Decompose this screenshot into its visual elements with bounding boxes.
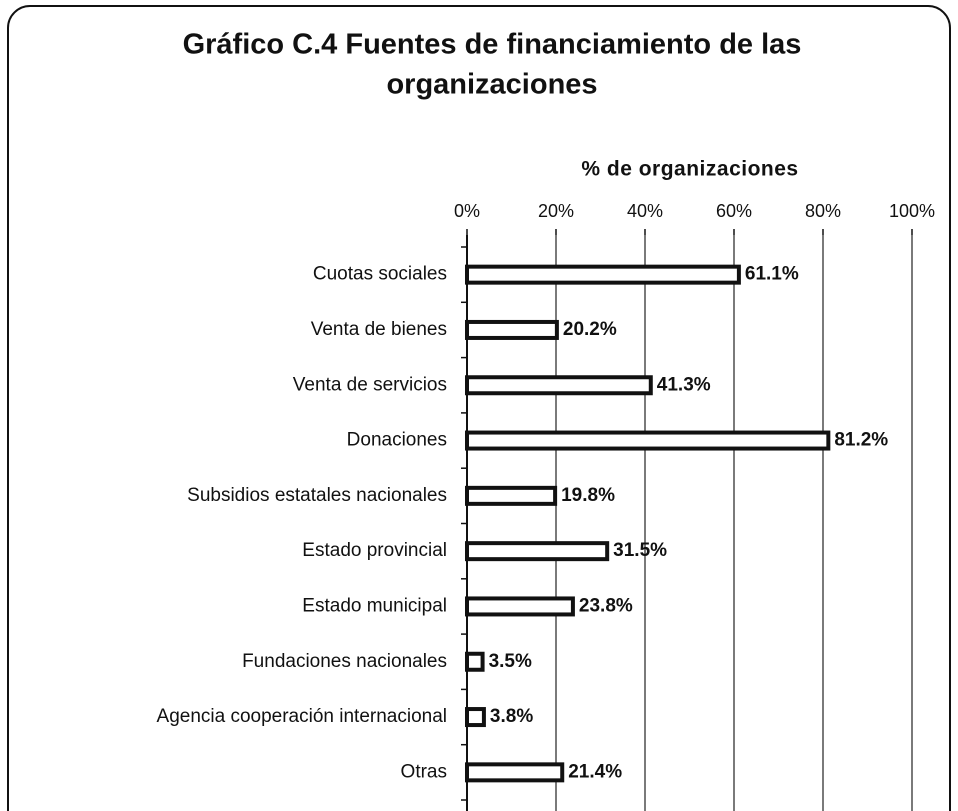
bar bbox=[465, 319, 559, 340]
x-tick-label: 80% bbox=[805, 201, 841, 221]
y-tick-label: Venta de bienes bbox=[311, 319, 447, 340]
bar bbox=[465, 707, 486, 728]
bar bbox=[465, 264, 741, 285]
data-label: 61.1% bbox=[745, 264, 799, 285]
bar bbox=[465, 762, 565, 783]
data-label: 41.3% bbox=[657, 374, 711, 395]
data-label: 21.4% bbox=[568, 761, 622, 782]
y-tick-label: Estado municipal bbox=[302, 595, 447, 616]
bar bbox=[465, 651, 485, 672]
chart-title: organizaciones bbox=[386, 69, 597, 101]
bar bbox=[465, 375, 653, 396]
data-label: 3.8% bbox=[490, 706, 533, 727]
frame bbox=[7, 5, 951, 811]
bar bbox=[465, 430, 831, 451]
x-tick-label: 0% bbox=[454, 201, 480, 221]
data-label: 19.8% bbox=[561, 485, 615, 506]
y-tick-label: Donaciones bbox=[347, 430, 447, 451]
y-tick-label: Fundaciones nacionales bbox=[242, 651, 447, 672]
data-label: 20.2% bbox=[563, 319, 617, 340]
x-tick-label: 20% bbox=[538, 201, 574, 221]
data-label: 3.5% bbox=[489, 651, 532, 672]
chart-title: Gráfico C.4 Fuentes de financiamiento de… bbox=[183, 29, 802, 61]
data-label: 23.8% bbox=[579, 595, 633, 616]
y-tick-label: Venta de servicios bbox=[293, 374, 447, 395]
y-tick-label: Cuotas sociales bbox=[313, 264, 447, 285]
x-tick-label: 60% bbox=[716, 201, 752, 221]
data-label: 81.2% bbox=[834, 430, 888, 451]
axis-title: % de organizaciones bbox=[581, 158, 798, 181]
x-tick-label: 100% bbox=[889, 201, 935, 221]
y-tick-label: Otras bbox=[401, 761, 447, 782]
y-tick-label: Agencia cooperación internacional bbox=[157, 706, 447, 727]
bar bbox=[465, 485, 558, 506]
bar bbox=[465, 541, 610, 562]
bar bbox=[465, 596, 575, 617]
x-tick-label: 40% bbox=[627, 201, 663, 221]
data-label: 31.5% bbox=[613, 540, 667, 561]
y-tick-label: Estado provincial bbox=[302, 540, 447, 561]
y-tick-label: Subsidios estatales nacionales bbox=[187, 485, 447, 506]
